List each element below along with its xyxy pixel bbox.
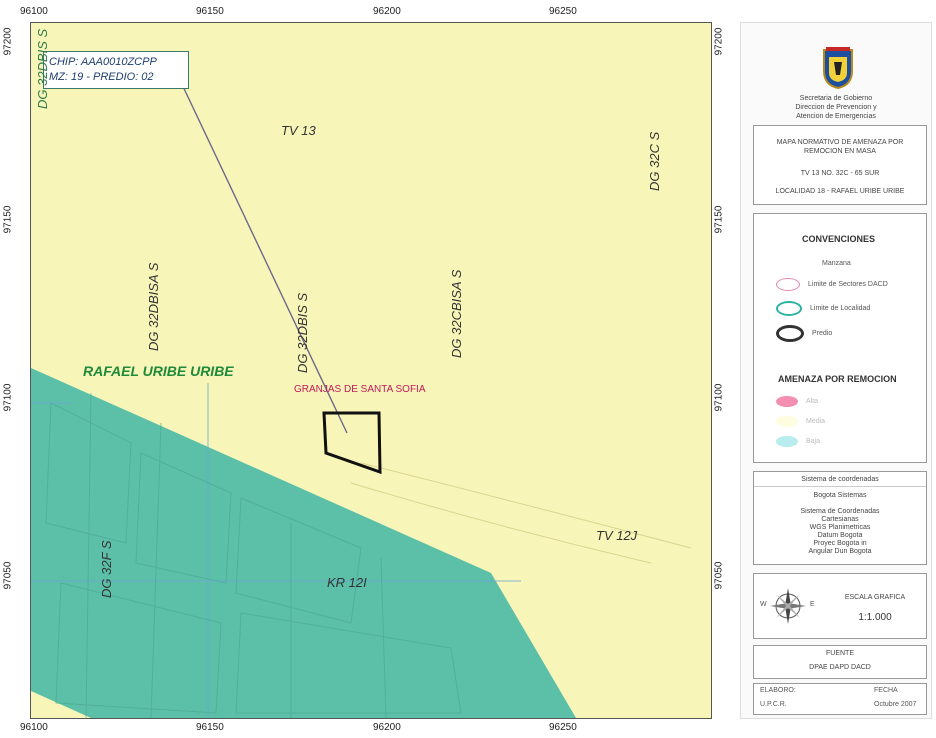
x-tick-bottom-96150: 96150 bbox=[196, 722, 224, 733]
footer-box: ELABORO: U.P.C.R. FECHA Octubre 2007 bbox=[753, 683, 927, 715]
scale-heading: ESCALA GRAFICA bbox=[844, 594, 906, 601]
coords-l2: Sistema de Coordenadas bbox=[800, 508, 880, 515]
x-tick-top-96200: 96200 bbox=[373, 6, 401, 17]
org-line3: Atencion de Emergencias bbox=[796, 113, 876, 120]
coords-l7: Angular Dun Bogota bbox=[808, 548, 872, 555]
coords-l4: WGS Planimetricas bbox=[809, 524, 871, 531]
localidad-label: Limite de Localidad bbox=[810, 305, 871, 312]
localidad-swatch bbox=[776, 301, 802, 316]
coords-heading: Sistema de coordenadas bbox=[754, 476, 926, 487]
hazard-heading: AMENAZA POR REMOCION bbox=[778, 374, 897, 384]
street-lines bbox=[350, 462, 692, 564]
block-outlines bbox=[45, 392, 462, 718]
street-label-dg32f: DG 32F S bbox=[99, 540, 114, 598]
coords-l5: Datum Bogota bbox=[817, 532, 863, 539]
callout-chip: CHIP: AAA0010ZCPP bbox=[49, 56, 157, 68]
compass-icon bbox=[768, 586, 808, 626]
y-tick-left-97200: 97200 bbox=[2, 27, 14, 56]
predio-swatch bbox=[776, 325, 804, 342]
x-tick-top-96250: 96250 bbox=[549, 6, 577, 17]
y-tick-right-97100: 97100 bbox=[713, 383, 725, 412]
callout-leader bbox=[178, 77, 348, 434]
barrio-label: GRANJAS DE SANTA SOFIA bbox=[294, 384, 426, 395]
scale-box: W E ESCALA GRAFICA 1:1.000 bbox=[753, 573, 927, 639]
predio-label: Predio bbox=[812, 330, 833, 337]
elaboro-value: U.P.C.R. bbox=[760, 701, 787, 708]
coords-l6: Proyec Bogota in bbox=[813, 540, 867, 547]
y-tick-left-97150: 97150 bbox=[2, 205, 14, 234]
media-swatch bbox=[776, 416, 798, 427]
source-value: DPAE DAPD DACD bbox=[809, 664, 871, 671]
map-canvas bbox=[31, 77, 692, 718]
alta-label: Alta bbox=[806, 398, 819, 405]
parcel-outline bbox=[322, 411, 382, 475]
baja-swatch bbox=[776, 436, 798, 447]
map-address: TV 13 NO. 32C - 65 SUR bbox=[800, 170, 880, 177]
x-tick-bottom-96250: 96250 bbox=[549, 722, 577, 733]
scale-value: 1:1.000 bbox=[858, 612, 892, 623]
y-tick-right-97050: 97050 bbox=[713, 561, 725, 590]
coat-of-arms-logo bbox=[821, 47, 855, 90]
elaboro-label: ELABORO: bbox=[760, 687, 796, 694]
coordinates-box: Sistema de coordenadas Bogota Sistemas S… bbox=[753, 471, 927, 565]
x-tick-bottom-96200: 96200 bbox=[373, 722, 401, 733]
legend-row-baja: Baja bbox=[776, 436, 820, 447]
street-label-dg32cs: DG 32C S bbox=[647, 131, 662, 191]
x-tick-top-96150: 96150 bbox=[196, 6, 224, 17]
corner-zone bbox=[31, 691, 91, 718]
baja-label: Baja bbox=[806, 438, 821, 445]
y-tick-left-97100: 97100 bbox=[2, 383, 14, 412]
sectores-label: Limite de Sectores DACD bbox=[808, 281, 888, 288]
compass-e-label: E bbox=[810, 601, 815, 608]
street-label-dg32dbis-top: DG 32DBIS S bbox=[35, 28, 50, 109]
org-line2: Direccion de Prevencion y bbox=[795, 104, 877, 111]
street-label-tv12j: TV 12J bbox=[596, 528, 638, 543]
compass-w-label: W bbox=[760, 601, 767, 608]
locality-label: RAFAEL URIBE URIBE bbox=[83, 363, 234, 379]
map-title: MAPA NORMATIVO DE AMENAZA POR REMOCION E… bbox=[776, 139, 904, 155]
street-label-dg32dbisa: DG 32DBISA S bbox=[146, 262, 161, 351]
sectores-swatch bbox=[776, 278, 800, 291]
legend-manzana-label: Manzana bbox=[822, 260, 851, 267]
x-tick-bottom-96100: 96100 bbox=[20, 722, 48, 733]
y-tick-right-97150: 97150 bbox=[713, 205, 725, 234]
y-tick-right-97200: 97200 bbox=[713, 27, 725, 56]
map-locality: LOCALIDAD 18 - RAFAEL URIBE URIBE bbox=[775, 188, 905, 195]
legend-row-media: Media bbox=[776, 416, 825, 427]
street-label-dg32cbisa: DG 32CBISA S bbox=[449, 269, 464, 358]
callout-mz: MZ: 19 - PREDIO: 02 bbox=[49, 71, 154, 83]
title-box: MAPA NORMATIVO DE AMENAZA POR REMOCION E… bbox=[753, 125, 927, 205]
y-tick-left-97050: 97050 bbox=[2, 561, 14, 590]
source-heading: FUENTE bbox=[826, 650, 854, 657]
legend-row-alta: Alta bbox=[776, 396, 818, 407]
source-box: FUENTE DPAE DAPD DACD bbox=[753, 645, 927, 679]
coords-l3: Cartesianas bbox=[821, 516, 859, 523]
legend-row-predio: Predio bbox=[776, 325, 832, 342]
x-tick-top-96100: 96100 bbox=[20, 6, 48, 17]
street-label-dg32dbis: DG 32DBIS S bbox=[295, 292, 310, 373]
coords-l1: Bogota Sistemas bbox=[813, 492, 867, 499]
media-label: Media bbox=[806, 418, 826, 425]
chip-callout[interactable]: CHIP: AAA0010ZCPP MZ: 19 - PREDIO: 02 bbox=[43, 51, 189, 89]
conventions-box: CONVENCIONES Manzana Limite de Sectores … bbox=[753, 213, 927, 463]
map-frame[interactable]: CHIP: AAA0010ZCPP MZ: 19 - PREDIO: 02 DG… bbox=[30, 22, 712, 719]
alta-swatch bbox=[776, 396, 798, 407]
org-line1: Secretaria de Gobierno bbox=[799, 95, 873, 102]
street-label-tv13: TV 13 bbox=[281, 123, 316, 138]
fecha-value: Octubre 2007 bbox=[874, 701, 917, 708]
fecha-label: FECHA bbox=[874, 687, 898, 694]
legend-panel: Secretaria de Gobierno Direccion de Prev… bbox=[740, 22, 932, 719]
legend-row-localidad: Limite de Localidad bbox=[776, 301, 870, 316]
hazard-zone bbox=[31, 368, 576, 718]
conventions-heading: CONVENCIONES bbox=[802, 234, 876, 244]
legend-row-sectores: Limite de Sectores DACD bbox=[776, 278, 888, 291]
street-label-kr12i: KR 12I bbox=[327, 575, 367, 590]
